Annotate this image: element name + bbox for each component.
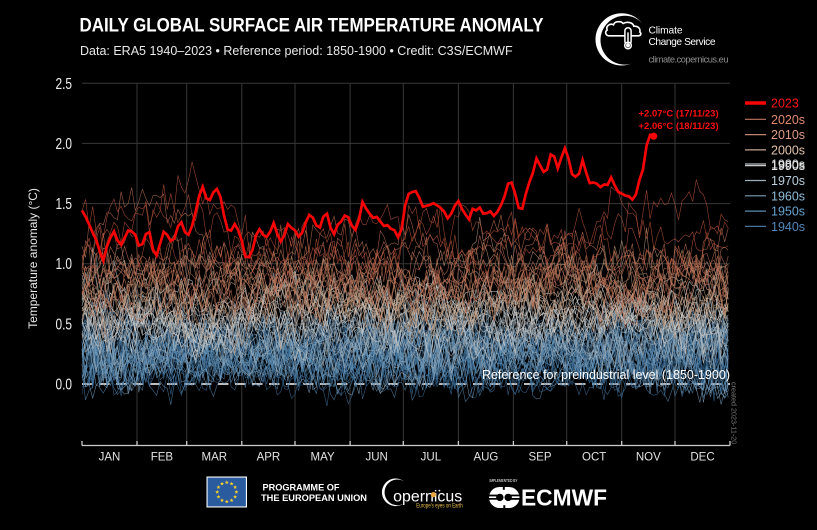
svg-text:Climate: Climate xyxy=(649,26,683,37)
svg-text:Temperature anomaly (°C): Temperature anomaly (°C) xyxy=(26,188,40,329)
svg-text:1.0: 1.0 xyxy=(56,256,73,273)
svg-text:2.5: 2.5 xyxy=(56,76,73,93)
svg-text:DEC: DEC xyxy=(690,452,714,464)
svg-text:PROGRAMME OF: PROGRAMME OF xyxy=(263,482,341,492)
svg-text:NOV: NOV xyxy=(636,452,661,464)
svg-text:+2.07°C (17/11/23): +2.07°C (17/11/23) xyxy=(639,109,719,120)
svg-text:OCT: OCT xyxy=(582,452,606,464)
svg-text:FEB: FEB xyxy=(151,452,174,464)
svg-text:MAY: MAY xyxy=(311,452,335,464)
svg-text:IMPLEMENTED BY: IMPLEMENTED BY xyxy=(490,478,518,483)
svg-text:Data: ERA5 1940–2023 • Referen: Data: ERA5 1940–2023 • Reference period:… xyxy=(80,44,513,58)
svg-text:1950s: 1950s xyxy=(771,205,805,219)
svg-text:JUL: JUL xyxy=(421,452,442,464)
svg-text:2000s: 2000s xyxy=(771,143,805,157)
svg-text:opernicus: opernicus xyxy=(393,488,462,505)
svg-text:2010s: 2010s xyxy=(771,128,805,142)
svg-text:created 2023-11-20: created 2023-11-20 xyxy=(730,382,739,444)
svg-text:SEP: SEP xyxy=(528,452,551,464)
svg-text:1.5: 1.5 xyxy=(56,196,73,213)
svg-text:1940s: 1940s xyxy=(771,220,805,234)
svg-text:Reference for preindustrial le: Reference for preindustrial level (1850-… xyxy=(482,368,730,382)
svg-text:THE EUROPEAN UNION: THE EUROPEAN UNION xyxy=(261,493,367,503)
svg-text:Change Service: Change Service xyxy=(649,37,716,48)
svg-text:JAN: JAN xyxy=(99,452,121,464)
svg-text:1990s: 1990s xyxy=(771,159,805,173)
svg-text:2.0: 2.0 xyxy=(56,136,73,153)
svg-text:climate.copernicus.eu: climate.copernicus.eu xyxy=(649,55,729,65)
svg-text:DAILY GLOBAL SURFACE AIR TEMPE: DAILY GLOBAL SURFACE AIR TEMPERATURE ANO… xyxy=(80,15,544,37)
svg-text:2023: 2023 xyxy=(771,97,799,111)
svg-text:1960s: 1960s xyxy=(771,189,805,203)
svg-text:+2.06°C (18/11/23): +2.06°C (18/11/23) xyxy=(639,121,719,132)
svg-text:Europe's eyes on Earth: Europe's eyes on Earth xyxy=(416,502,463,509)
svg-text:AUG: AUG xyxy=(473,452,498,464)
svg-text:ECMWF: ECMWF xyxy=(521,484,607,510)
svg-text:MAR: MAR xyxy=(202,452,228,464)
svg-text:0.0: 0.0 xyxy=(56,377,73,394)
svg-text:1980s: 1980s xyxy=(771,158,805,172)
svg-text:1970s: 1970s xyxy=(771,174,805,188)
svg-text:2020s: 2020s xyxy=(771,113,805,127)
svg-text:JUN: JUN xyxy=(366,452,388,464)
svg-text:APR: APR xyxy=(257,452,281,464)
svg-text:0.5: 0.5 xyxy=(56,316,73,333)
